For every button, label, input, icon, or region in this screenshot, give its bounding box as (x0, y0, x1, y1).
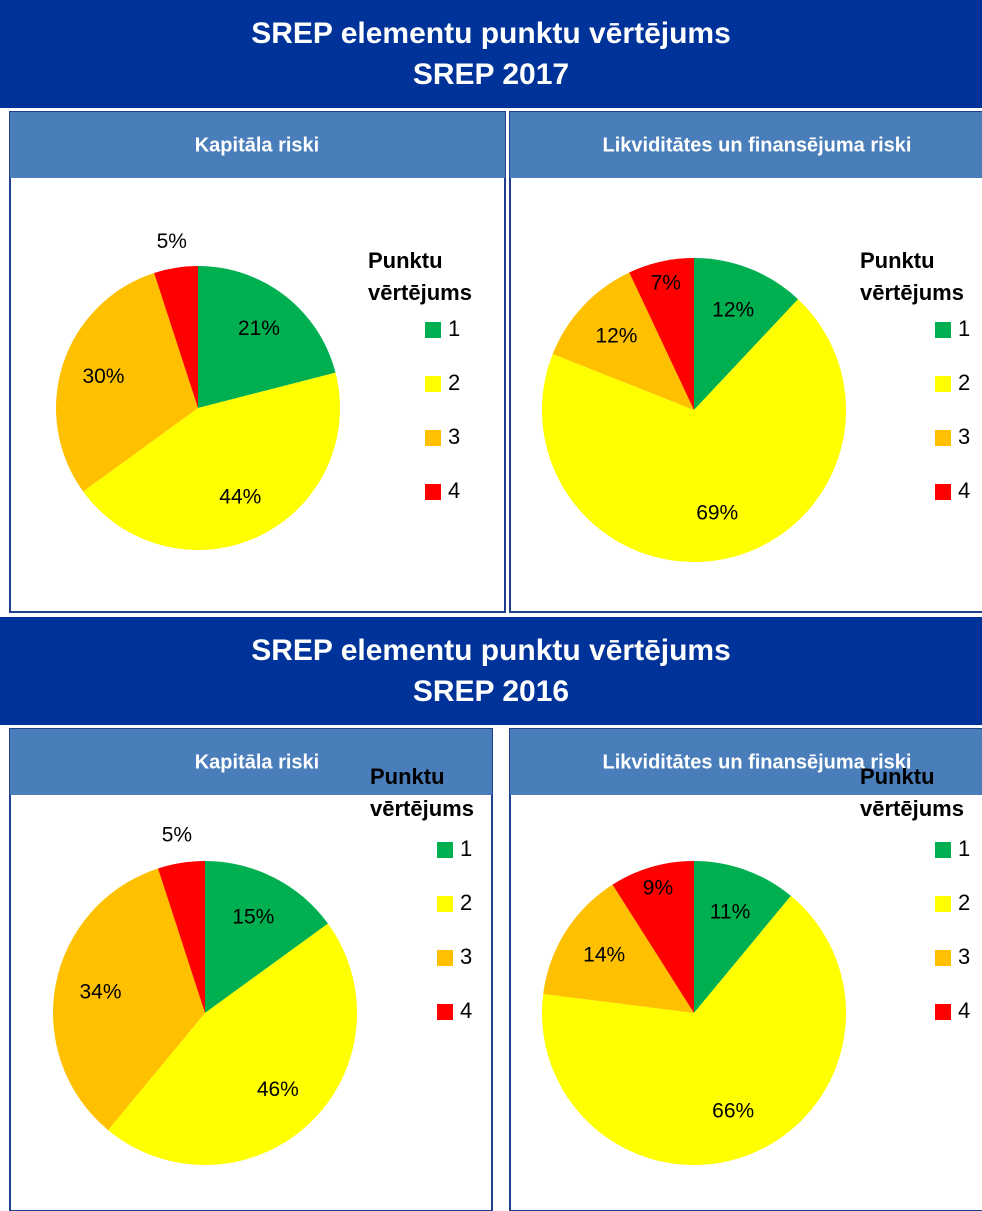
pie-slice (108, 923, 358, 1165)
data-label: 5% (162, 823, 192, 846)
pie-slice (542, 299, 846, 562)
legend-label: 1 (460, 836, 472, 861)
pie-slice (158, 861, 205, 1013)
pie-slice (694, 861, 791, 1013)
pie-slice (154, 266, 198, 408)
data-label: 21% (238, 317, 280, 340)
legend-swatch (935, 1004, 951, 1020)
legend-label: 3 (448, 424, 460, 449)
legend-swatch (935, 842, 951, 858)
pie-slice (52, 868, 206, 1131)
section-title: SREP elementu punktu vērtējums (251, 634, 731, 667)
data-label: 34% (79, 981, 121, 1004)
data-label: 15% (232, 906, 274, 929)
data-label: 66% (712, 1099, 754, 1122)
section-title: SREP elementu punktu vērtējums (251, 17, 731, 50)
data-label: 14% (583, 944, 625, 967)
data-label: 12% (712, 299, 754, 322)
legend-label: 1 (448, 316, 460, 341)
data-label: 11% (710, 900, 750, 923)
legend-title: vērtējums (368, 280, 472, 305)
legend-label: 3 (958, 424, 970, 449)
panel-header (510, 729, 982, 795)
pie-slice (198, 266, 336, 408)
chart-title: Kapitāla riski (195, 134, 320, 156)
data-label: 44% (219, 485, 261, 508)
legend-title: vērtējums (860, 280, 964, 305)
pie-slice (542, 895, 846, 1165)
legend-swatch (437, 842, 453, 858)
legend-title: Punktu (368, 248, 443, 273)
panel-header (510, 112, 982, 178)
legend-swatch (425, 376, 441, 392)
chart-title: Likviditātes un finansējuma riski (603, 751, 912, 773)
panel-header (10, 729, 492, 795)
legend-label: 2 (448, 370, 460, 395)
pie-slice (694, 258, 799, 410)
data-label: 9% (643, 876, 673, 899)
data-label: 5% (157, 230, 187, 253)
legend-swatch (425, 322, 441, 338)
pie-slice (56, 272, 198, 492)
panel-header (10, 112, 505, 178)
legend-label: 4 (958, 998, 970, 1023)
data-label: 7% (651, 271, 681, 294)
data-label: 46% (257, 1078, 299, 1101)
legend-swatch (935, 896, 951, 912)
data-label: 30% (82, 365, 124, 388)
legend-label: 3 (460, 944, 472, 969)
legend-swatch (425, 430, 441, 446)
legend-label: 3 (958, 944, 970, 969)
pie-slice (205, 861, 328, 1013)
legend-label: 1 (958, 836, 970, 861)
legend-label: 2 (460, 890, 472, 915)
legend-swatch (437, 896, 453, 912)
legend-swatch (935, 376, 951, 392)
legend-label: 4 (448, 478, 460, 503)
data-label: 12% (595, 325, 637, 348)
legend-swatch (935, 484, 951, 500)
legend-label: 2 (958, 890, 970, 915)
pie-slice (552, 272, 694, 410)
section-subtitle: SREP 2016 (413, 675, 569, 708)
data-label: 69% (696, 501, 738, 524)
legend-label: 2 (958, 370, 970, 395)
section-header (0, 0, 982, 108)
pie-slice (83, 372, 341, 551)
legend-title: Punktu (370, 764, 445, 789)
legend-label: 1 (958, 316, 970, 341)
legend-title: Punktu (860, 764, 935, 789)
legend-title: vērtējums (860, 796, 964, 821)
legend-title: Punktu (860, 248, 935, 273)
pie-slice (612, 861, 694, 1013)
pie-slice (543, 884, 694, 1013)
legend-label: 4 (958, 478, 970, 503)
legend-title: vērtējums (370, 796, 474, 821)
legend-swatch (935, 322, 951, 338)
legend-swatch (935, 950, 951, 966)
legend-swatch (437, 1004, 453, 1020)
legend-swatch (425, 484, 441, 500)
legend-label: 4 (460, 998, 472, 1023)
chart-title: Likviditātes un finansējuma riski (603, 134, 912, 156)
section-header (0, 617, 982, 725)
chart-title: Kapitāla riski (195, 751, 320, 773)
legend-swatch (437, 950, 453, 966)
section-subtitle: SREP 2017 (413, 58, 569, 91)
pie-slice (629, 258, 694, 410)
legend-swatch (935, 430, 951, 446)
